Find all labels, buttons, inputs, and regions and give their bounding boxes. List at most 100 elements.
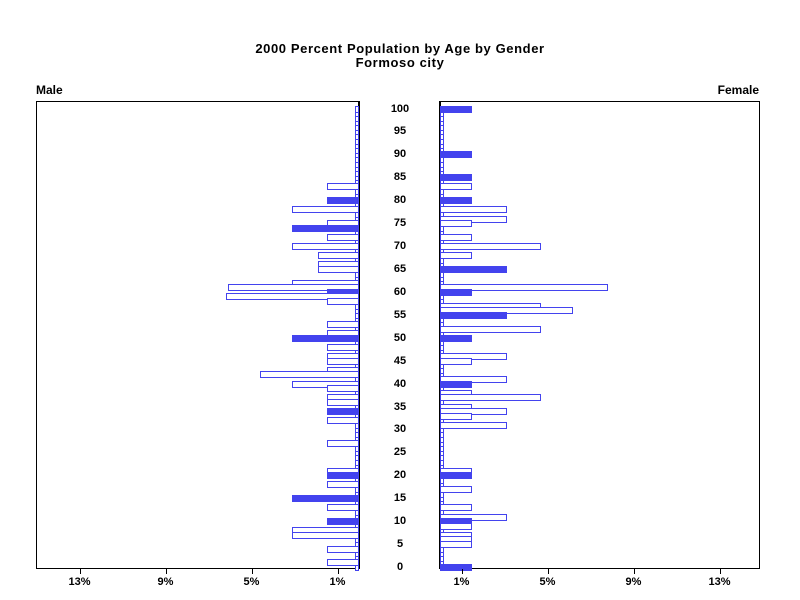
bar-male-age-58	[327, 298, 359, 306]
age-axis-label-70: 70	[393, 240, 407, 253]
bar-male-age-34	[327, 408, 359, 416]
bar-female-age-50	[440, 334, 472, 342]
bar-male-age-7	[292, 531, 359, 539]
bar-female-age-90	[440, 151, 472, 159]
age-axis-label-40: 40	[393, 377, 407, 390]
bar-male-age-45	[327, 357, 359, 365]
bar-female-age-31	[440, 421, 507, 429]
bar-male-age-61	[228, 284, 359, 292]
bar-male-age-48	[327, 343, 359, 351]
bar-female-age-20	[440, 472, 472, 480]
bar-female-age-75	[440, 220, 472, 228]
chart-subtitle: Formoso city	[355, 55, 445, 70]
age-axis-label-65: 65	[393, 262, 407, 275]
bar-male-age-40	[292, 380, 359, 388]
bar-female-age-65	[440, 265, 507, 273]
bar-female-age-100	[440, 105, 472, 113]
bar-male-age-20	[327, 472, 359, 480]
bar-female-age-10	[440, 518, 472, 526]
bar-male-age-39	[327, 385, 359, 393]
x-tick-label-male-13%: 13%	[68, 576, 91, 588]
bar-male-age-74	[292, 224, 359, 232]
x-tick-label-male-1%: 1%	[329, 576, 346, 588]
bar-female-age-37	[440, 394, 541, 402]
bar-male-age-80	[327, 197, 359, 205]
bar-female-age-45	[440, 357, 472, 365]
bar-female-age-76	[440, 215, 507, 223]
x-tick-label-male-9%: 9%	[157, 576, 174, 588]
bar-female-age-78	[440, 206, 507, 214]
bar-female-age-40	[440, 380, 472, 388]
female-panel-label: Female	[717, 83, 759, 97]
bar-female-age-68	[440, 252, 472, 260]
bar-female-age-33	[440, 412, 472, 420]
bar-male-age-68	[318, 252, 359, 260]
bar-female-age-13	[440, 504, 472, 512]
age-axis-label-25: 25	[393, 446, 407, 459]
x-tick-label-male-5%: 5%	[243, 576, 260, 588]
bar-female-age-11	[440, 513, 507, 521]
bar-male-age-36	[327, 398, 359, 406]
bar-male-age-65	[318, 265, 359, 273]
bar-male-age-53	[327, 320, 359, 328]
bar-male-age-60	[327, 288, 359, 296]
age-axis-label-95: 95	[393, 125, 407, 138]
age-axis-label-60: 60	[393, 285, 407, 298]
age-axis-label-35: 35	[393, 400, 407, 413]
bar-female-age-41	[440, 376, 507, 383]
chart-title: 2000 Percent Population by Age by Gender	[255, 41, 545, 56]
bar-male-age-70	[292, 243, 359, 251]
bar-male-age-15	[292, 495, 359, 503]
bar-female-age-34	[440, 408, 507, 416]
age-axis-label-0: 0	[396, 561, 404, 573]
x-tick-female-1%	[461, 569, 463, 574]
female-panel	[439, 101, 760, 569]
age-axis-label-30: 30	[393, 423, 407, 436]
bar-male-age-18	[327, 481, 359, 489]
x-tick-male-5%	[251, 569, 253, 574]
bar-female-age-46	[440, 353, 507, 361]
bar-male-age-83	[327, 183, 359, 191]
age-axis-label-90: 90	[393, 148, 407, 161]
bar-male-age-59	[226, 293, 359, 301]
age-axis-label-55: 55	[393, 308, 407, 321]
axis-stub-male-age-100	[355, 105, 359, 113]
age-axis-label-15: 15	[393, 492, 407, 505]
bar-female-age-83	[440, 183, 472, 191]
bar-female-age-85	[440, 174, 472, 182]
age-axis-label-85: 85	[393, 171, 407, 184]
x-tick-female-5%	[547, 569, 549, 574]
x-tick-male-9%	[165, 569, 167, 574]
x-tick-female-13%	[719, 569, 721, 574]
bar-male-age-27	[327, 440, 359, 448]
x-tick-label-female-13%: 13%	[708, 576, 731, 588]
x-tick-female-9%	[633, 569, 635, 574]
bar-female-age-55	[440, 311, 507, 319]
x-tick-label-female-1%: 1%	[453, 576, 470, 588]
bar-male-age-1	[327, 559, 359, 567]
age-axis-label-10: 10	[393, 515, 407, 528]
x-tick-male-13%	[79, 569, 81, 574]
age-axis-label-100: 100	[390, 102, 410, 115]
bar-female-age-80	[440, 197, 472, 205]
x-tick-male-1%	[337, 569, 339, 574]
bar-female-age-5	[440, 541, 472, 549]
x-tick-label-female-9%: 9%	[625, 576, 642, 588]
bar-female-age-0	[440, 564, 472, 571]
age-axis-label-5: 5	[396, 538, 404, 551]
male-panel-label: Male	[36, 83, 63, 97]
bar-male-age-42	[260, 371, 359, 379]
age-axis-label-45: 45	[393, 354, 407, 367]
bar-male-age-32	[327, 417, 359, 425]
bar-male-age-10	[327, 518, 359, 526]
bar-female-age-52	[440, 325, 541, 333]
bar-female-age-70	[440, 243, 541, 251]
bar-male-age-78	[292, 206, 359, 214]
x-tick-label-female-5%: 5%	[539, 576, 556, 588]
bar-male-age-13	[327, 504, 359, 512]
bar-female-age-9	[440, 522, 472, 530]
bar-female-age-60	[440, 288, 472, 296]
bar-male-age-50	[292, 334, 359, 342]
age-axis-label-50: 50	[393, 331, 407, 344]
